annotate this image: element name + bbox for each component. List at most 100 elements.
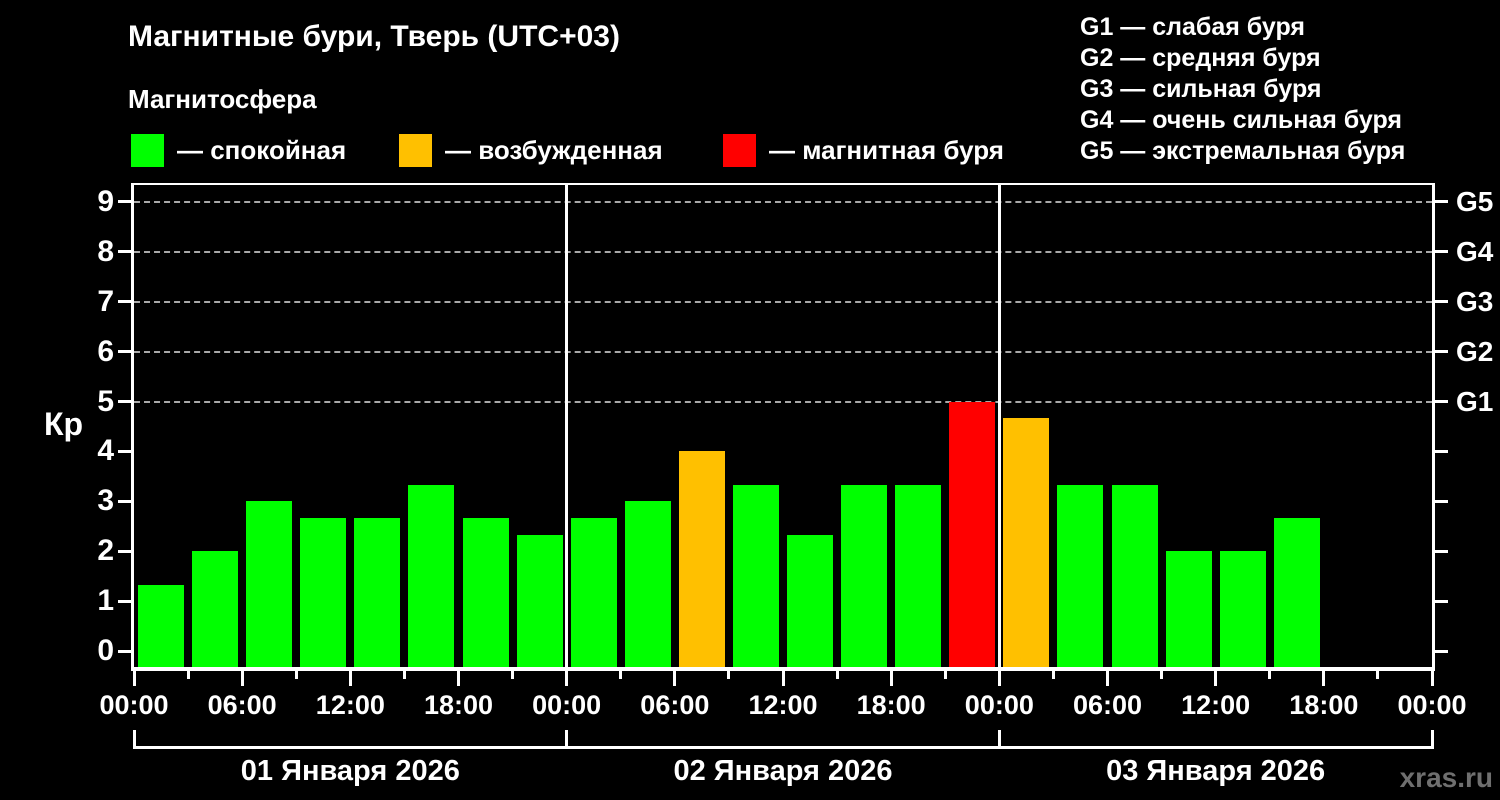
y-axis-tick-label: 5 (97, 384, 114, 418)
gridline-kp8 (134, 250, 1432, 253)
date-bracket (566, 746, 1000, 749)
date-label: 02 Января 2026 (673, 755, 893, 787)
g-axis-label-g1: G1 (1456, 385, 1494, 417)
x-axis-time-label: 06:00 (207, 690, 277, 720)
x-axis-tick (457, 671, 460, 686)
y-axis-tick-left (118, 449, 131, 453)
y-axis-tick-right (1435, 400, 1448, 403)
kp-bar (1111, 484, 1158, 667)
x-axis-tick (1106, 671, 1109, 686)
kp-bar (895, 484, 942, 667)
x-axis-time-label: 12:00 (1181, 690, 1251, 720)
y-axis-tick-left (118, 549, 131, 553)
x-axis-tick (835, 671, 839, 679)
y-axis-tick-label: 1 (97, 584, 114, 618)
x-axis-tick (565, 671, 569, 686)
legend-item-excited: — возбужденная (399, 134, 663, 167)
gridline-kp5 (134, 400, 1432, 403)
x-axis-time-label: 12:00 (315, 690, 385, 720)
kp-bar (354, 517, 401, 667)
chart-subtitle: Магнитосфера (128, 84, 317, 114)
calm-swatch-icon (131, 134, 164, 167)
x-axis-tick (348, 671, 352, 686)
x-axis-time-label: 06:00 (640, 690, 710, 720)
date-label: 01 Января 2026 (240, 755, 460, 787)
x-axis-time-label: 00:00 (1397, 690, 1467, 720)
x-axis-tick (727, 671, 731, 679)
x-axis-tick (1214, 671, 1218, 686)
kp-bar (732, 484, 779, 667)
x-axis-time-label: 06:00 (1072, 690, 1143, 720)
g-scale-legend-g2: G2 — средняя буря (1080, 44, 1321, 72)
date-bracket (999, 746, 1432, 749)
g-axis-label-g5: G5 (1456, 185, 1494, 217)
y-axis-tick-label: 6 (97, 334, 114, 368)
y-axis-tick-label: 9 (97, 184, 114, 218)
legend-item-storm: — магнитная буря (723, 134, 1004, 167)
x-axis-tick (1160, 671, 1164, 679)
y-axis-tick-left (118, 200, 131, 204)
kp-bar (300, 517, 347, 667)
y-axis-tick-label: 4 (97, 434, 114, 468)
y-axis-tick-left (118, 300, 131, 304)
y-axis-tick-right (1435, 300, 1448, 304)
date-bracket-end (565, 730, 569, 749)
kp-bar (570, 517, 617, 667)
kp-bar (1003, 417, 1050, 667)
y-axis-tick-left (118, 599, 131, 603)
y-axis-label: Кр (44, 406, 84, 442)
x-axis-time-label: 00:00 (99, 690, 169, 720)
y-axis-tick-label: 3 (97, 484, 114, 518)
y-axis-tick-left (118, 350, 131, 354)
kp-bar (1165, 551, 1212, 667)
x-axis-tick (511, 671, 515, 679)
g-axis-label-g4: G4 (1456, 235, 1494, 267)
legend-item-calm: — спокойная (131, 134, 346, 167)
g-axis-label-g3: G3 (1456, 285, 1494, 317)
y-axis-tick-right (1435, 549, 1448, 553)
x-axis-tick (240, 671, 244, 686)
kp-bar (1273, 517, 1320, 667)
y-axis-tick-label: 0 (97, 634, 114, 667)
x-axis-tick (1051, 671, 1055, 679)
kp-bar (408, 484, 455, 667)
kp-bar (841, 484, 888, 667)
g-scale-legend-g4: G4 — очень сильная буря (1080, 106, 1402, 134)
day-separator (565, 185, 569, 667)
y-axis-tick-label: 7 (97, 284, 114, 318)
excited-swatch-icon (399, 134, 432, 167)
date-bracket (134, 746, 567, 749)
y-axis-tick-left (118, 649, 131, 653)
plot-area (131, 183, 1435, 671)
kp-bar (246, 501, 293, 667)
kp-bar (949, 401, 996, 667)
date-bracket-end (132, 730, 136, 749)
kp-bar (624, 501, 671, 667)
legend-label-excited: — возбужденная (445, 135, 663, 165)
x-axis-tick (943, 671, 947, 679)
kp-bar (192, 551, 239, 667)
y-axis-tick-right (1435, 250, 1448, 254)
x-axis-tick (132, 671, 136, 686)
x-axis-time-label: 18:00 (1289, 690, 1359, 720)
date-label: 03 Января 2026 (1106, 755, 1326, 787)
x-axis-time-label: 18:00 (856, 690, 926, 720)
g-scale-legend-g5: G5 — экстремальная буря (1080, 137, 1406, 165)
g-scale-legend-g1: G1 — слабая буря (1080, 13, 1306, 41)
x-axis-tick (673, 671, 677, 686)
chart-title: Магнитные бури, Тверь (UTC+03) (128, 20, 620, 53)
y-axis-tick-right (1435, 599, 1448, 603)
gridline-kp7 (134, 300, 1432, 303)
x-axis-tick (619, 671, 623, 679)
x-axis-tick (186, 671, 190, 679)
y-axis-tick-left (118, 400, 131, 403)
x-axis-tick (1376, 671, 1380, 679)
y-axis-tick-left (118, 250, 131, 254)
y-axis-tick-right (1435, 200, 1448, 204)
date-bracket-end (1430, 730, 1434, 749)
x-axis-tick (997, 671, 1001, 686)
y-axis-tick-right (1435, 499, 1448, 503)
x-axis-tick (889, 671, 893, 686)
